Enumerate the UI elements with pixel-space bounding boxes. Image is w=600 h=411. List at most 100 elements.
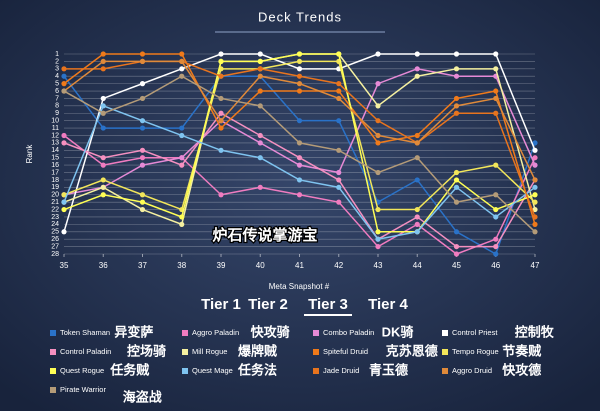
data-point: [414, 132, 420, 139]
legend-label: Combo Paladin: [323, 328, 374, 337]
data-point: [296, 155, 303, 161]
data-point: [336, 184, 342, 190]
data-point: [100, 51, 106, 57]
data-point: [414, 140, 420, 146]
data-point: [532, 221, 538, 227]
data-point: [375, 206, 381, 213]
data-point: [336, 199, 342, 205]
x-tick-label: 35: [60, 261, 69, 270]
chart-title: Deck Trends: [258, 9, 342, 24]
tab[interactable]: Tier 3: [308, 296, 348, 313]
data-point: [375, 229, 381, 235]
data-point: [257, 184, 263, 190]
y-tick-label: 14: [51, 147, 59, 154]
data-point: [139, 118, 146, 124]
legend-note: 节奏贼: [502, 343, 541, 358]
data-point: [453, 66, 460, 72]
data-point: [493, 88, 499, 94]
legend-label: Tempo Rogue: [452, 347, 499, 356]
data-point: [61, 81, 67, 87]
y-tick-label: 6: [55, 88, 59, 95]
data-point: [296, 192, 303, 198]
data-point: [375, 243, 381, 250]
x-tick-label: 42: [334, 261, 343, 270]
data-point: [296, 177, 303, 183]
data-point: [139, 95, 146, 102]
data-point: [336, 95, 342, 102]
data-point: [453, 199, 460, 205]
y-tick-label: 5: [55, 80, 59, 87]
data-point: [414, 229, 420, 235]
data-point: [179, 132, 185, 139]
data-point: [257, 132, 263, 139]
legend-swatch: [50, 349, 56, 355]
legend-swatch: [313, 368, 319, 374]
y-tick-label: 26: [51, 236, 59, 243]
data-point: [179, 51, 185, 57]
legend-label: Aggro Druid: [452, 366, 492, 375]
data-point: [218, 125, 224, 131]
data-point: [61, 206, 67, 213]
x-tick-label: 39: [217, 261, 226, 270]
y-tick-label: 28: [51, 251, 59, 258]
data-point: [61, 140, 67, 146]
x-tick-label: 47: [531, 261, 540, 270]
data-point: [375, 140, 381, 146]
data-point: [414, 177, 420, 183]
data-point: [257, 103, 263, 109]
tab[interactable]: Tier 4: [368, 296, 408, 313]
data-point: [257, 140, 263, 146]
legend-swatch: [182, 368, 188, 374]
data-point: [179, 214, 185, 220]
y-tick-label: 24: [51, 221, 59, 228]
data-point: [414, 66, 420, 72]
legend-note: DK骑: [382, 324, 414, 339]
y-tick-label: 25: [51, 229, 59, 236]
data-point: [532, 155, 538, 161]
data-point: [218, 51, 224, 57]
data-point: [453, 184, 460, 190]
data-point: [61, 199, 67, 205]
data-point: [532, 214, 538, 220]
data-point: [532, 206, 538, 213]
x-tick-label: 46: [491, 261, 500, 270]
data-point: [296, 162, 303, 168]
data-point: [139, 162, 146, 168]
legend-note: 控制牧: [515, 324, 555, 339]
data-point: [257, 58, 263, 65]
x-tick-label: 38: [177, 261, 186, 270]
data-point: [100, 162, 106, 168]
data-point: [100, 95, 106, 102]
data-point: [375, 236, 381, 242]
data-point: [296, 140, 303, 146]
data-point: [336, 177, 342, 183]
tab[interactable]: Tier 1: [201, 296, 241, 313]
data-point: [139, 51, 146, 57]
data-point: [532, 140, 538, 146]
legend-label: Control Priest: [452, 328, 498, 337]
data-point: [414, 73, 420, 79]
data-point: [179, 58, 185, 65]
data-point: [375, 51, 381, 57]
data-point: [61, 73, 67, 79]
data-point: [493, 192, 499, 198]
data-point: [414, 155, 420, 161]
data-point: [296, 81, 303, 87]
y-tick-label: 4: [55, 73, 59, 80]
legend-note: 爆牌贼: [238, 343, 277, 358]
legend-swatch: [50, 368, 56, 374]
data-point: [179, 66, 185, 72]
legend-note: 任务贼: [109, 362, 149, 377]
data-point: [218, 73, 224, 79]
data-point: [532, 147, 538, 153]
y-tick-label: 2: [55, 58, 59, 65]
legend-swatch: [50, 387, 56, 393]
legend-note: 快攻骑: [251, 324, 290, 339]
y-tick-label: 19: [51, 184, 59, 191]
data-point: [100, 155, 106, 161]
data-point: [532, 229, 538, 235]
data-point: [100, 177, 106, 183]
tab[interactable]: Tier 2: [248, 296, 288, 313]
x-tick-label: 41: [295, 261, 304, 270]
data-point: [218, 58, 224, 65]
